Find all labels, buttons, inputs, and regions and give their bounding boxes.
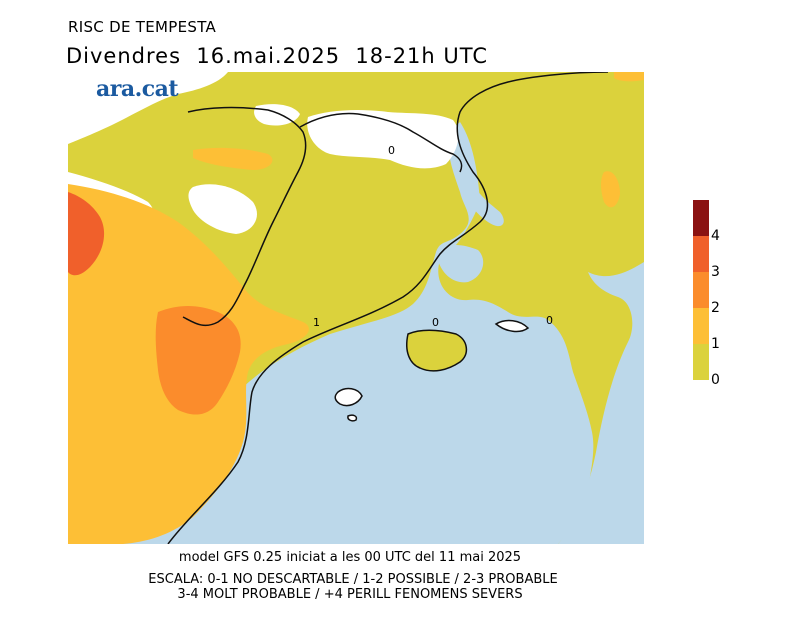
no-data-patch (307, 109, 459, 169)
risk-level-2-area (155, 306, 241, 415)
risk-level-3-area (68, 192, 105, 276)
risk-level-1-area (601, 171, 620, 208)
legend-label-0: 0 (711, 372, 720, 388)
bay-area (436, 245, 484, 283)
legend-swatch-level-3 (693, 236, 709, 272)
legend-label-4: 4 (711, 228, 720, 244)
legend-label-1: 1 (711, 336, 720, 352)
contour-label: 1 (313, 316, 320, 329)
legend-swatch-level-2 (693, 272, 709, 308)
risk-level-1-area (614, 72, 644, 82)
map-subtitle: Divendres 16.mai.2025 18-21h UTC (66, 44, 489, 68)
island (347, 414, 358, 422)
contour-label: 0 (432, 316, 439, 329)
no-data-patch (68, 72, 228, 144)
contour-label: 0 (546, 314, 553, 327)
ara-cat-logo: ara.cat (96, 76, 179, 102)
sea-area (78, 122, 594, 544)
contour-label: 0 (388, 144, 395, 157)
legend-swatch-level-4 (693, 200, 709, 236)
legend-swatch-level-0 (693, 344, 709, 380)
scale-line-2: 3-4 MOLT PROBABLE / +4 PERILL FENOMENS S… (177, 587, 523, 602)
scale-line-1: ESCALA: 0-1 NO DESCARTABLE / 1-2 POSSIBL… (148, 572, 558, 587)
legend-swatch-level-1 (693, 308, 709, 344)
border-line (299, 112, 463, 173)
island (494, 319, 530, 333)
map-title: RISC DE TEMPESTA (68, 18, 217, 36)
border-line (182, 106, 307, 327)
risk-legend (693, 200, 709, 380)
risk-level-1-area (193, 147, 273, 170)
island (406, 329, 468, 372)
island (334, 387, 363, 407)
storm-risk-map: 0 1 0 0 (68, 72, 644, 544)
coastline (167, 72, 609, 544)
no-data-patch (188, 184, 257, 234)
legend-label-3: 3 (711, 264, 720, 280)
east-sea-area (558, 262, 644, 544)
model-info: model GFS 0.25 iniciat a les 00 UTC del … (178, 550, 522, 565)
legend-label-2: 2 (711, 300, 720, 316)
